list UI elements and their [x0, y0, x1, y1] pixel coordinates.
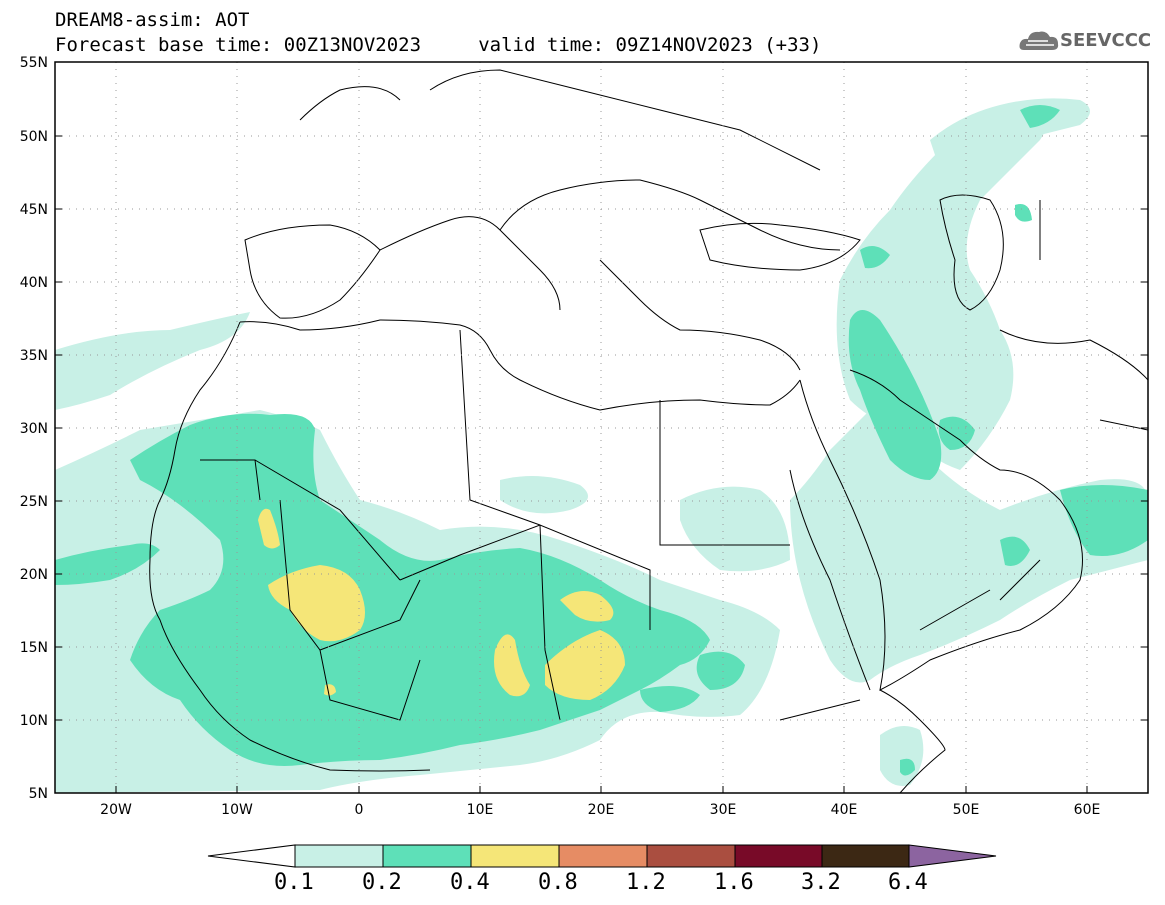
colorbar-swatch: [470, 844, 560, 868]
lon-label: 40E: [831, 802, 858, 818]
lat-label: 25N: [20, 494, 48, 510]
lat-label: 55N: [20, 55, 48, 71]
logo-text: SEEVCCC: [1060, 30, 1152, 51]
colorbar-high-triangle: [908, 844, 997, 868]
lat-label: 5N: [29, 786, 48, 802]
colorbar-label: 0.2: [362, 870, 402, 895]
colorbar-label: 1.2: [626, 870, 666, 895]
aot-contour-0-4: [258, 508, 625, 700]
colorbar-swatch: [294, 844, 384, 868]
lat-labels: 55N 50N 45N 40N 35N 30N 25N 20N 15N 10N …: [20, 55, 48, 802]
seevccc-logo: [1019, 31, 1059, 50]
forecast-time-line: Forecast base time: 00Z13NOV2023 valid t…: [55, 34, 822, 56]
colorbar-swatch: [382, 844, 472, 868]
lon-label: 10E: [467, 802, 494, 818]
lon-label: 20E: [588, 802, 615, 818]
lon-label: 50E: [953, 802, 980, 818]
colorbar-swatch: [734, 844, 823, 868]
lon-label: 30E: [710, 802, 737, 818]
colorbar-low-triangle: [207, 844, 296, 868]
colorbar-swatch: [646, 844, 736, 868]
lon-label: 0: [355, 802, 364, 818]
colorbar-label: 3.2: [801, 870, 841, 895]
colorbar-label: 1.6: [714, 870, 754, 895]
lon-label: 20W: [100, 802, 132, 818]
lat-label: 10N: [20, 713, 48, 729]
lat-label: 30N: [20, 421, 48, 437]
colorbar-swatch: [558, 844, 648, 868]
colorbar-label: 6.4: [888, 870, 928, 895]
colorbar: [207, 844, 997, 868]
colorbar-label: 0.1: [274, 870, 314, 895]
lat-ticks: [55, 61, 1148, 793]
lat-label: 50N: [20, 129, 48, 145]
lat-label: 40N: [20, 275, 48, 291]
colorbar-swatch: [821, 844, 910, 868]
lon-label: 10W: [221, 802, 253, 818]
lon-label: 60E: [1074, 802, 1101, 818]
lon-labels: 20W 10W 0 10E 20E 30E 40E 50E 60E: [100, 802, 1100, 818]
colorbar-label: 0.4: [450, 870, 490, 895]
map-title: DREAM8-assim: AOT: [55, 9, 250, 31]
lat-label: 15N: [20, 640, 48, 656]
lat-lon-grid: [55, 62, 1148, 793]
colorbar-label: 0.8: [538, 870, 578, 895]
lat-label: 20N: [20, 567, 48, 583]
lat-label: 35N: [20, 348, 48, 364]
coastlines-borders: [149, 69, 1148, 793]
lat-label: 45N: [20, 202, 48, 218]
